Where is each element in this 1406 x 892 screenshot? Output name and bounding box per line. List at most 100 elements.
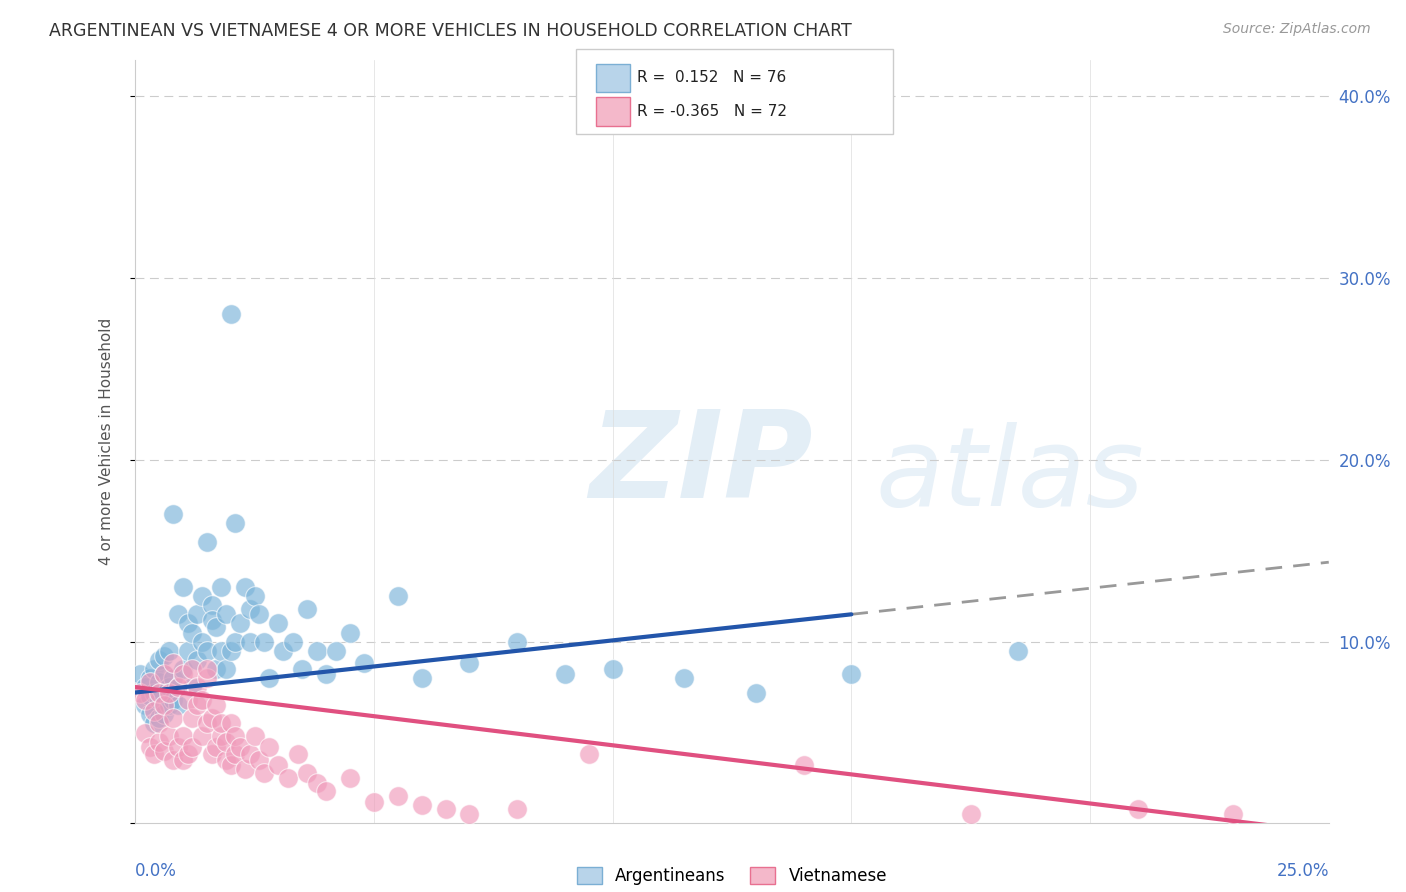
Point [219,716,242,731]
Point [162,711,184,725]
Point [148,653,170,667]
Point [305,776,328,790]
Point [177,616,200,631]
Point [167,740,190,755]
Point [181,711,204,725]
Point [143,685,166,699]
Point [253,765,276,780]
Point [153,667,176,681]
Point [209,729,232,743]
Point [157,698,180,713]
Point [191,634,214,648]
Point [239,634,262,648]
Point [195,534,218,549]
Point [458,807,481,822]
Point [233,580,256,594]
Point [134,698,156,713]
Point [200,599,222,613]
Point [239,602,262,616]
Point [215,753,238,767]
Point [295,765,318,780]
Point [578,747,600,762]
Point [143,747,166,762]
Point [219,758,242,772]
Point [315,667,337,681]
Point [506,802,529,816]
Point [186,680,208,694]
Point [458,657,481,671]
Point [247,607,270,622]
Point [387,789,409,804]
Point [191,693,214,707]
Point [205,662,228,676]
Point [148,711,170,725]
Point [181,662,204,676]
Point [281,634,304,648]
Text: ZIP: ZIP [589,406,813,523]
Point [181,625,204,640]
Point [177,643,200,657]
Point [148,716,170,731]
Point [129,685,152,699]
Point [162,693,184,707]
Point [224,516,246,531]
Point [148,674,170,689]
Point [387,589,409,603]
Point [148,693,170,707]
Point [167,607,190,622]
Point [267,758,290,772]
Point [291,662,314,676]
Legend: Argentineans, Vietnamese: Argentineans, Vietnamese [569,860,894,891]
Point [186,698,208,713]
Point [315,783,337,797]
Point [138,674,160,689]
Point [219,643,242,657]
Point [186,653,208,667]
Text: 25.0%: 25.0% [1277,863,1329,880]
Point [153,649,176,664]
Point [239,747,262,762]
Point [745,685,768,699]
Point [181,680,204,694]
Point [219,307,242,321]
Point [602,662,624,676]
Point [959,807,981,822]
Point [143,662,166,676]
Point [162,671,184,685]
Point [148,734,170,748]
Point [1222,807,1244,822]
Text: ARGENTINEAN VS VIETNAMESE 4 OR MORE VEHICLES IN HOUSEHOLD CORRELATION CHART: ARGENTINEAN VS VIETNAMESE 4 OR MORE VEHI… [49,22,852,40]
Point [209,643,232,657]
Point [195,662,218,676]
Point [411,798,433,813]
Point [673,671,696,685]
Point [325,643,347,657]
Text: R =  0.152   N = 76: R = 0.152 N = 76 [637,70,786,86]
Point [167,698,190,713]
Point [243,729,266,743]
Point [243,589,266,603]
Point [287,747,309,762]
Point [157,729,180,743]
Point [257,671,280,685]
Point [209,580,232,594]
Point [195,643,218,657]
Point [172,662,194,676]
Point [134,680,156,694]
Point [172,729,194,743]
Text: 0.0%: 0.0% [135,863,177,880]
Point [186,607,208,622]
Point [195,671,218,685]
Point [224,729,246,743]
Point [434,802,457,816]
Point [200,711,222,725]
Point [172,580,194,594]
Y-axis label: 4 or more Vehicles in Household: 4 or more Vehicles in Household [100,318,114,566]
Point [134,693,156,707]
Point [841,667,863,681]
Point [167,680,190,694]
Point [153,698,176,713]
Point [143,716,166,731]
Point [253,634,276,648]
Point [411,671,433,685]
